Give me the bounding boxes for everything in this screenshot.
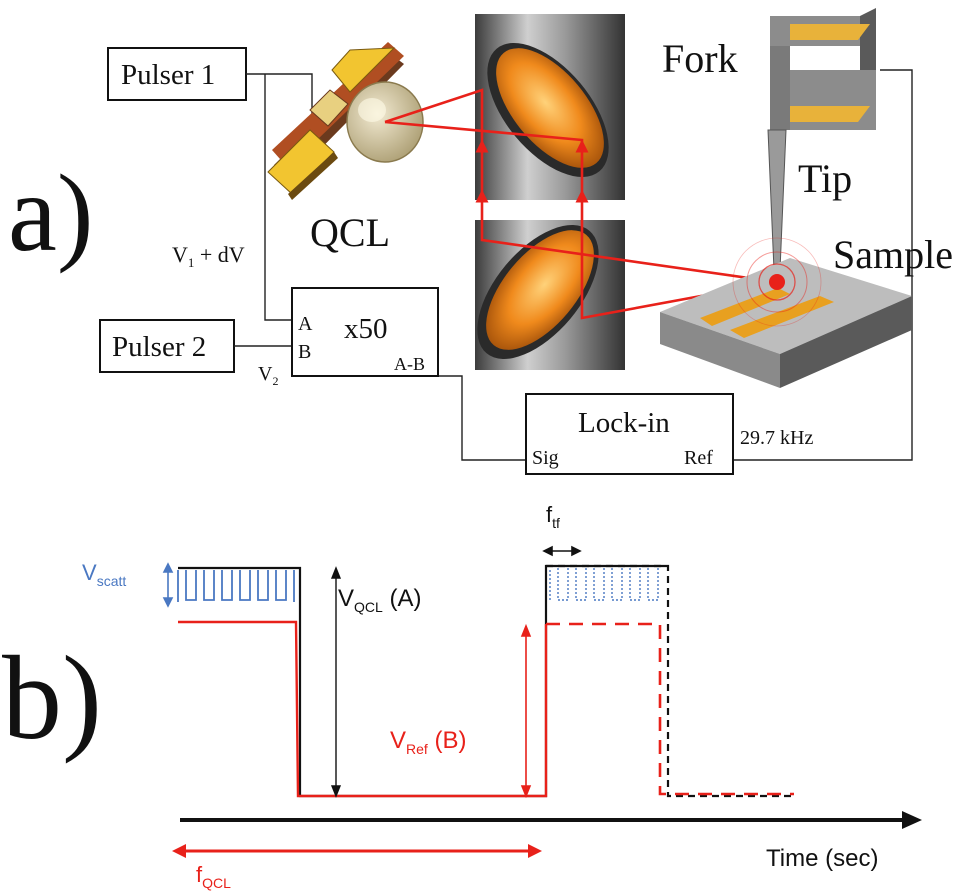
panel-b-label: b) — [2, 631, 102, 764]
time-axis-label: Time (sec) — [766, 845, 878, 872]
ftf-arrow — [542, 545, 582, 557]
qcl-pulse-trace — [178, 564, 666, 798]
qcl-pulse-trace-dashed — [546, 564, 794, 798]
pulser-1-label: Pulser 1 — [121, 59, 215, 91]
v1-label: V1 + dV — [172, 242, 245, 270]
vref-arrow — [520, 623, 532, 799]
sample-label: Sample — [833, 232, 953, 277]
amp-input-a: A — [298, 313, 313, 335]
fork-label: Fork — [662, 36, 738, 81]
upper-parabolic-mirror — [475, 14, 625, 200]
qcl-device — [267, 42, 424, 200]
fqcl-label: fQCL — [196, 862, 231, 891]
vqcl-label: VQCL (A) — [338, 585, 421, 615]
pulser-1-box — [107, 47, 247, 101]
pulser-2-box — [99, 319, 235, 373]
time-axis — [180, 811, 922, 829]
v2-label: V2 — [258, 363, 278, 388]
reference-frequency: 29.7 kHz — [740, 427, 813, 449]
lock-in-amplifier — [525, 393, 734, 475]
lower-parabolic-mirror — [475, 220, 625, 370]
reference-pulse-trace-dashed — [546, 622, 794, 796]
reference-pulse-trace — [178, 620, 548, 798]
vqcl-arrow — [330, 566, 342, 798]
amp-gain-label: x50 — [344, 313, 388, 345]
ftf-label: ftf — [546, 502, 560, 531]
qcl-label: QCL — [310, 210, 390, 255]
sample-stage — [660, 237, 912, 388]
lock-in-title: Lock-in — [578, 407, 670, 439]
differential-amplifier — [291, 287, 439, 377]
scattered-signal-pulse-1 — [177, 570, 295, 602]
lock-in-ref: Ref — [684, 447, 713, 469]
signal-wires — [234, 69, 913, 461]
vscatt-amplitude-arrow — [162, 562, 174, 608]
amp-output: A-B — [394, 354, 425, 374]
tip-label: Tip — [798, 156, 852, 201]
amp-input-b: B — [298, 341, 311, 363]
scattered-signal-pulse-2 — [549, 568, 659, 601]
tuning-fork — [770, 8, 876, 130]
laser-beam — [384, 88, 778, 320]
probe-tip — [767, 129, 787, 271]
vref-label: VRef (B) — [390, 727, 466, 757]
panel-a-label: a) — [8, 152, 93, 274]
lock-in-sig: Sig — [532, 447, 559, 469]
vscatt-label: Vscatt — [82, 560, 126, 589]
pulser-2-label: Pulser 2 — [112, 331, 206, 363]
fqcl-arrow — [172, 844, 542, 858]
